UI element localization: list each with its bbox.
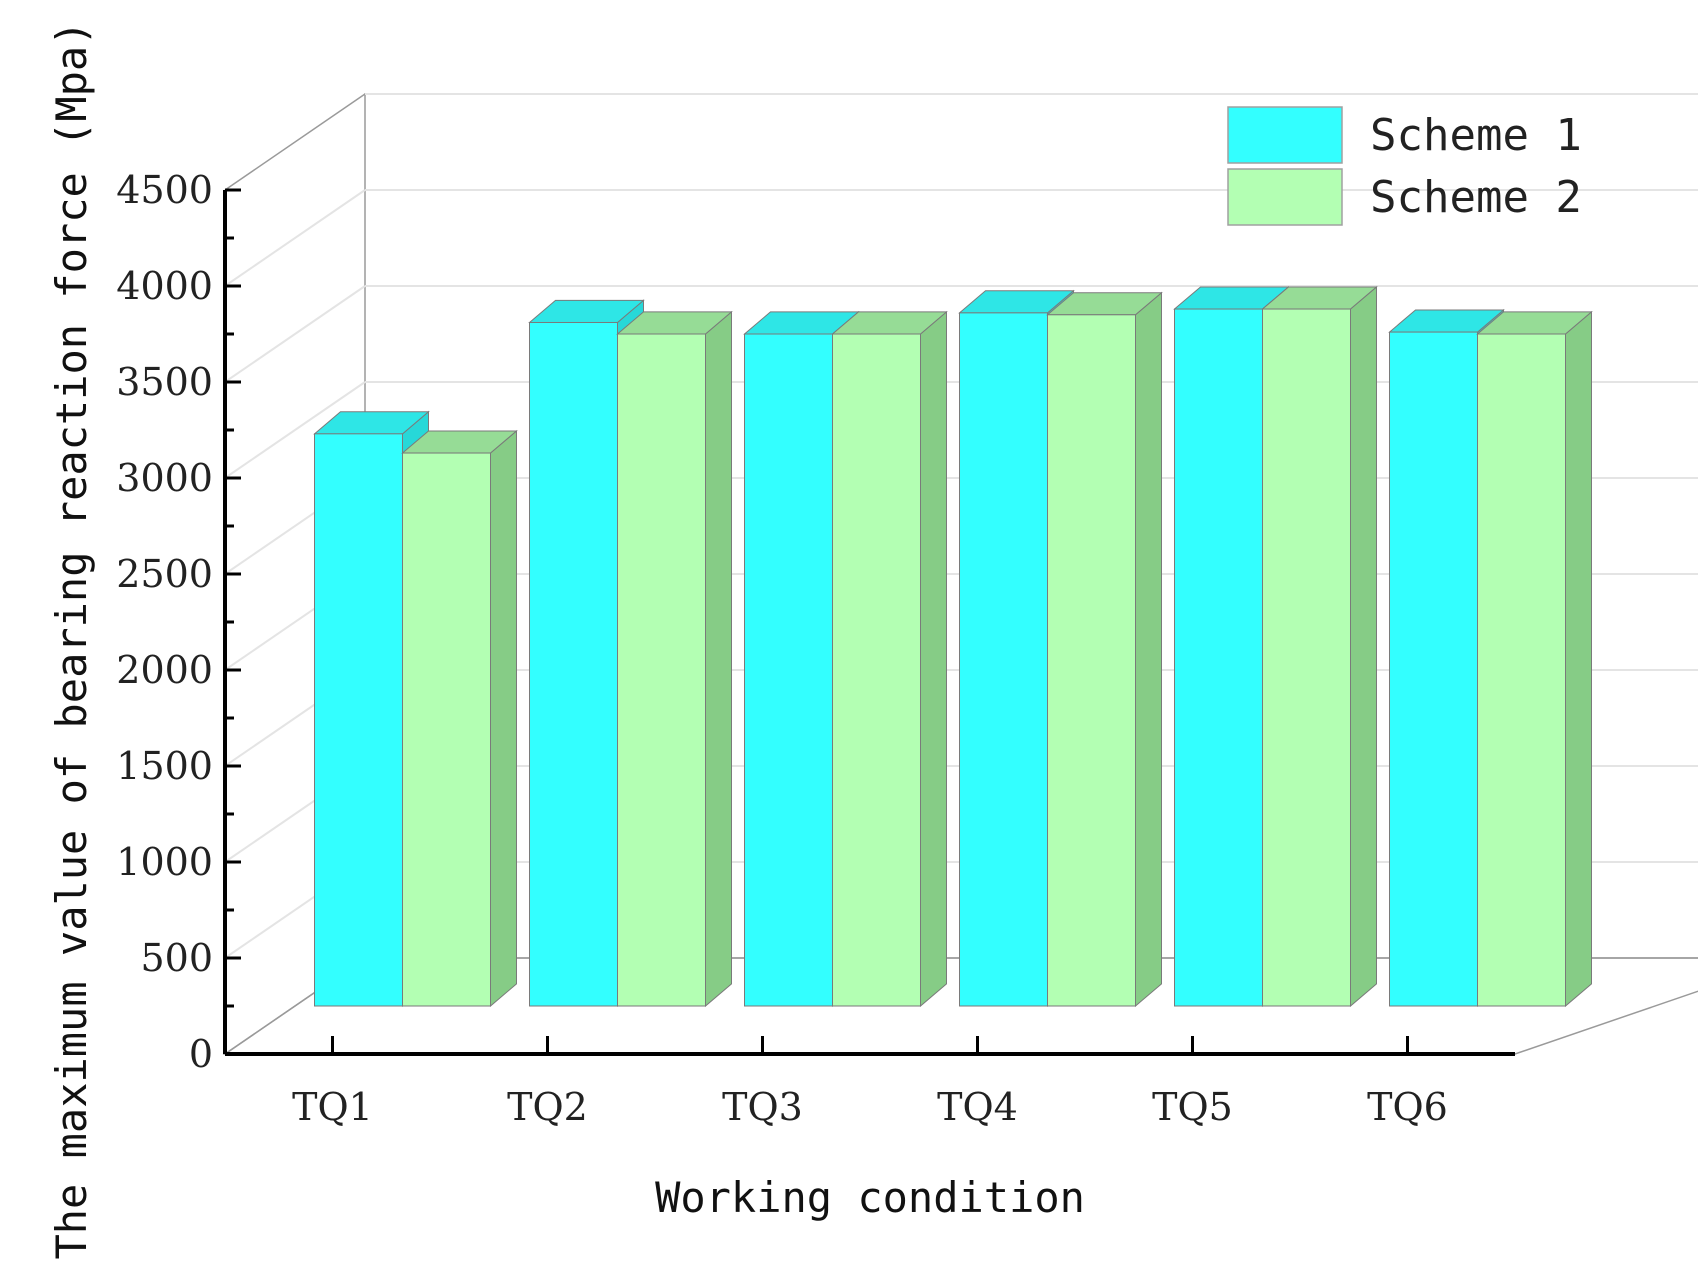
legend: Scheme 1 Scheme 2 (1227, 106, 1582, 226)
bar-TQ5-scheme-1 (1174, 308, 1263, 1007)
x-tick-label-TQ2: TQ2 (507, 1085, 588, 1129)
y-tick-label-3000: 3000 (116, 456, 213, 500)
bar-TQ6-scheme-2 (1477, 333, 1566, 1007)
x-tick-labels: TQ1 TQ2 TQ3 TQ4 TQ5 TQ6 (292, 1085, 1448, 1129)
x-tick-label-TQ3: TQ3 (722, 1085, 803, 1129)
side-gridline (224, 189, 366, 287)
side-gridline (224, 381, 366, 479)
y-tick-label-1000: 1000 (116, 840, 213, 884)
axes (223, 188, 1515, 1056)
y-tick-labels: 0 500 1000 1500 2000 2500 3000 3500 4000 4500 (116, 168, 213, 1076)
bar-TQ4-scheme-2 (1047, 314, 1136, 1007)
x-tick-label-TQ1: TQ1 (292, 1085, 373, 1129)
x-tick-label-TQ6: TQ6 (1367, 1085, 1448, 1129)
bar-TQ3-scheme-1 (744, 333, 833, 1007)
y-tick-label-500: 500 (140, 936, 213, 980)
side-gridline (224, 285, 366, 383)
bar-TQ4-scheme-1 (959, 312, 1048, 1007)
left-top-edge (224, 93, 366, 191)
legend-swatch-1 (1227, 106, 1343, 164)
y-tick-label-0: 0 (189, 1032, 213, 1076)
y-tick-label-4500: 4500 (116, 168, 213, 212)
y-tick-label-2500: 2500 (116, 552, 213, 596)
legend-label-1: Scheme 1 (1370, 110, 1582, 161)
x-tick-label-TQ5: TQ5 (1152, 1085, 1233, 1129)
y-tick-label-4000: 4000 (116, 264, 213, 308)
legend-label-2: Scheme 2 (1370, 172, 1582, 223)
bar-TQ3-scheme-2 (832, 333, 921, 1007)
y-tick-label-1500: 1500 (116, 744, 213, 788)
bar-side-TQ4-s2 (1135, 291, 1162, 1008)
y-tick-label-2000: 2000 (116, 648, 213, 692)
bars (313, 285, 1593, 1008)
bar-TQ1-scheme-1 (314, 433, 403, 1007)
legend-swatch-2 (1227, 168, 1343, 226)
bar-TQ5-scheme-2 (1262, 308, 1351, 1007)
y-axis-title: The maximum value of bearing reaction fo… (47, 20, 96, 1259)
bar-side-TQ3-s2 (920, 310, 947, 1008)
x-axis-title: Working condition (655, 1173, 1085, 1222)
bar-TQ2-scheme-2 (617, 333, 706, 1007)
bar-side-TQ1-s2 (490, 429, 517, 1008)
bar-TQ2-scheme-1 (529, 321, 618, 1007)
bar-side-TQ5-s2 (1350, 285, 1377, 1008)
bar-TQ6-scheme-1 (1389, 331, 1478, 1007)
bar-side-TQ2-s2 (705, 310, 732, 1008)
x-tick-label-TQ4: TQ4 (937, 1085, 1018, 1129)
bar-TQ1-scheme-2 (402, 452, 491, 1007)
bar-side-TQ6-s2 (1565, 310, 1592, 1008)
y-tick-label-3500: 3500 (116, 360, 213, 404)
